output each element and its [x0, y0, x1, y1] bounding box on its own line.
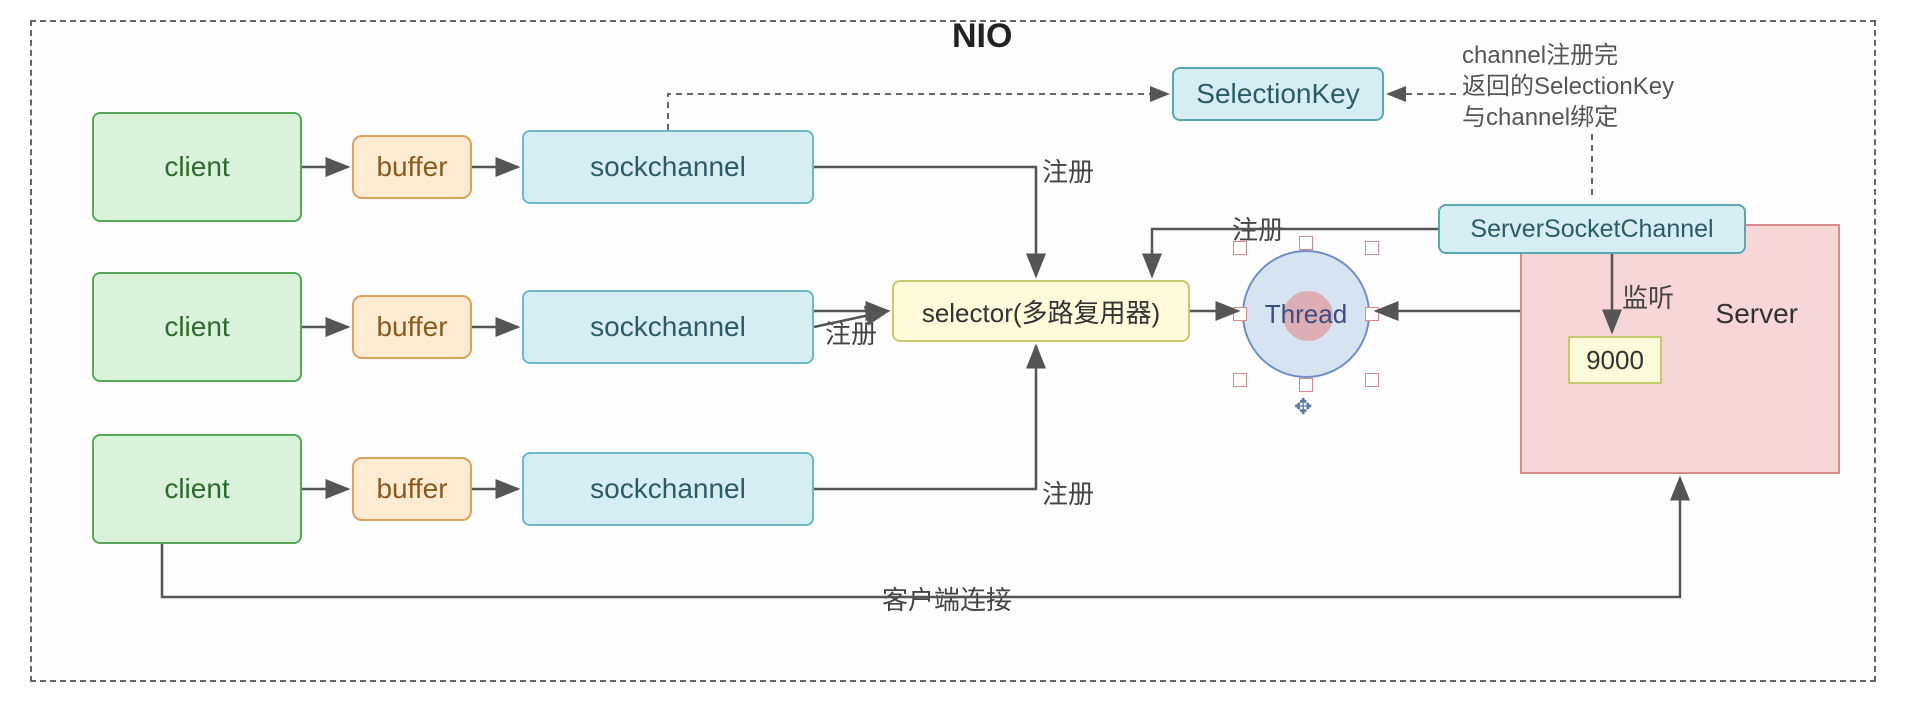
- buffer-label: buffer: [376, 311, 447, 343]
- sockchannel-label: sockchannel: [590, 473, 746, 505]
- selection-handle: [1233, 373, 1247, 387]
- selectionkey-box: SelectionKey: [1172, 67, 1384, 121]
- sockchannel-label: sockchannel: [590, 311, 746, 343]
- client-box-2: client: [92, 272, 302, 382]
- client-box-1: client: [92, 112, 302, 222]
- selection-handle: [1233, 307, 1247, 321]
- ssc-label: ServerSocketChannel: [1470, 215, 1713, 244]
- port-box: 9000: [1568, 336, 1662, 384]
- buffer-label: buffer: [376, 473, 447, 505]
- thread-label: Thread: [1265, 299, 1347, 330]
- buffer-label: buffer: [376, 151, 447, 183]
- client-label: client: [164, 473, 229, 505]
- client-box-3: client: [92, 434, 302, 544]
- selector-box: selector(多路复用器): [892, 280, 1190, 342]
- listen-label: 监听: [1622, 278, 1674, 315]
- register-label-3: 注册: [1042, 474, 1094, 511]
- selectionkey-note: channel注册完 返回的SelectionKey 与channel绑定: [1462, 40, 1742, 134]
- sockchannel-label: sockchannel: [590, 151, 746, 183]
- register-label-1: 注册: [1042, 152, 1094, 189]
- client-label: client: [164, 311, 229, 343]
- selection-handle: [1365, 307, 1379, 321]
- server-label: Server: [1716, 298, 1798, 330]
- selection-handle: [1299, 378, 1313, 392]
- selectionkey-label: SelectionKey: [1196, 78, 1359, 110]
- buffer-box-3: buffer: [352, 457, 472, 521]
- thread-node: Thread: [1242, 250, 1370, 378]
- client-connect-label: 客户端连接: [882, 580, 1012, 617]
- selection-handle: [1365, 241, 1379, 255]
- register-label-2: 注册: [825, 314, 877, 351]
- selection-handle: [1299, 236, 1313, 250]
- serversocketchannel-box: ServerSocketChannel: [1438, 204, 1746, 254]
- register-top-label: 注册: [1232, 210, 1284, 247]
- diagram-title: NIO: [952, 17, 1012, 56]
- buffer-box-1: buffer: [352, 135, 472, 199]
- client-label: client: [164, 151, 229, 183]
- nio-diagram: NIO client buffer sockchannel client buf…: [30, 20, 1876, 682]
- selection-handle: [1365, 373, 1379, 387]
- selector-label: selector(多路复用器): [922, 293, 1160, 330]
- sockchannel-box-3: sockchannel: [522, 452, 814, 526]
- sockchannel-box-1: sockchannel: [522, 130, 814, 204]
- move-icon: ✥: [1294, 394, 1312, 420]
- buffer-box-2: buffer: [352, 295, 472, 359]
- port-label: 9000: [1586, 345, 1644, 376]
- sockchannel-box-2: sockchannel: [522, 290, 814, 364]
